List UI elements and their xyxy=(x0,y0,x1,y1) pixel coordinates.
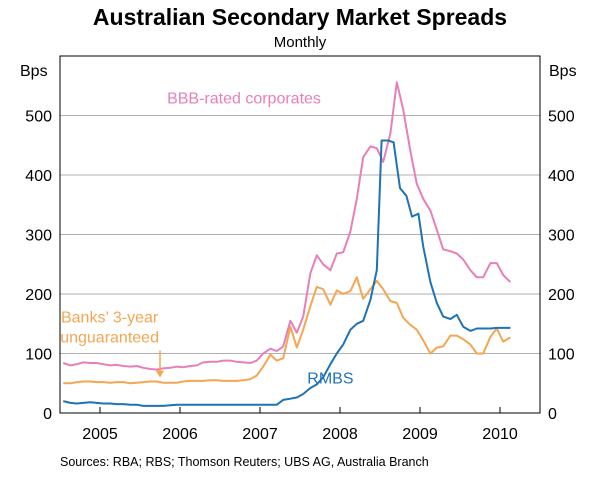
y-tick-label-left: 400 xyxy=(25,168,52,185)
y-tick-label-left: 500 xyxy=(25,109,52,126)
annotation-arrow-head xyxy=(156,370,164,378)
y-unit-right: Bps xyxy=(549,63,577,80)
annotation-label-line: unguaranteed xyxy=(60,330,159,347)
y-tick-label-right: 200 xyxy=(548,287,575,304)
x-tick-label: 2007 xyxy=(242,426,278,443)
y-axis-ticks: 0 0 100 100 200 200 300 300 400 400 500 500 xyxy=(25,109,575,424)
x-axis-ticks: 2005 2006 2007 2008 2009 2010 xyxy=(82,407,518,443)
y-tick-label-left: 300 xyxy=(25,228,52,245)
x-tick-label: 2006 xyxy=(162,426,198,443)
y-tick-label-right: 500 xyxy=(548,109,575,126)
series-line-banks-3-year-unguaranteed xyxy=(63,276,511,385)
x-tick-label: 2008 xyxy=(322,426,358,443)
y-unit-left: Bps xyxy=(20,63,48,80)
x-tick-label: 2010 xyxy=(482,426,518,443)
gridlines xyxy=(60,115,540,354)
y-tick-label-left: 200 xyxy=(25,287,52,304)
series-line-bbb-rated-corporates xyxy=(62,81,512,371)
annotation-label: BBB-rated corporates xyxy=(167,91,321,108)
chart-title: Australian Secondary Market Spreads xyxy=(93,4,507,30)
annotation-label: RMBS xyxy=(307,370,353,387)
series-line-rmbs xyxy=(62,139,511,407)
plot-frame xyxy=(59,55,541,414)
y-tick-label-left: 100 xyxy=(25,347,52,364)
x-tick-label: 2005 xyxy=(82,426,118,443)
chart-subtitle: Monthly xyxy=(274,34,327,51)
series-annotations: BBB-rated corporates Banks’ 3-year unguara… xyxy=(60,91,353,388)
y-tick-label-right: 0 xyxy=(548,406,557,423)
series-lines xyxy=(62,81,512,407)
y-tick-label-right: 400 xyxy=(548,168,575,185)
x-tick-label: 2009 xyxy=(402,426,438,443)
y-tick-label-left: 0 xyxy=(43,406,52,423)
annotation-label-line: Banks’ 3-year xyxy=(61,310,159,327)
y-tick-label-right: 100 xyxy=(548,347,575,364)
source-note: Sources: RBA; RBS; Thomson Reuters; UBS … xyxy=(60,455,429,469)
y-tick-label-right: 300 xyxy=(548,228,575,245)
